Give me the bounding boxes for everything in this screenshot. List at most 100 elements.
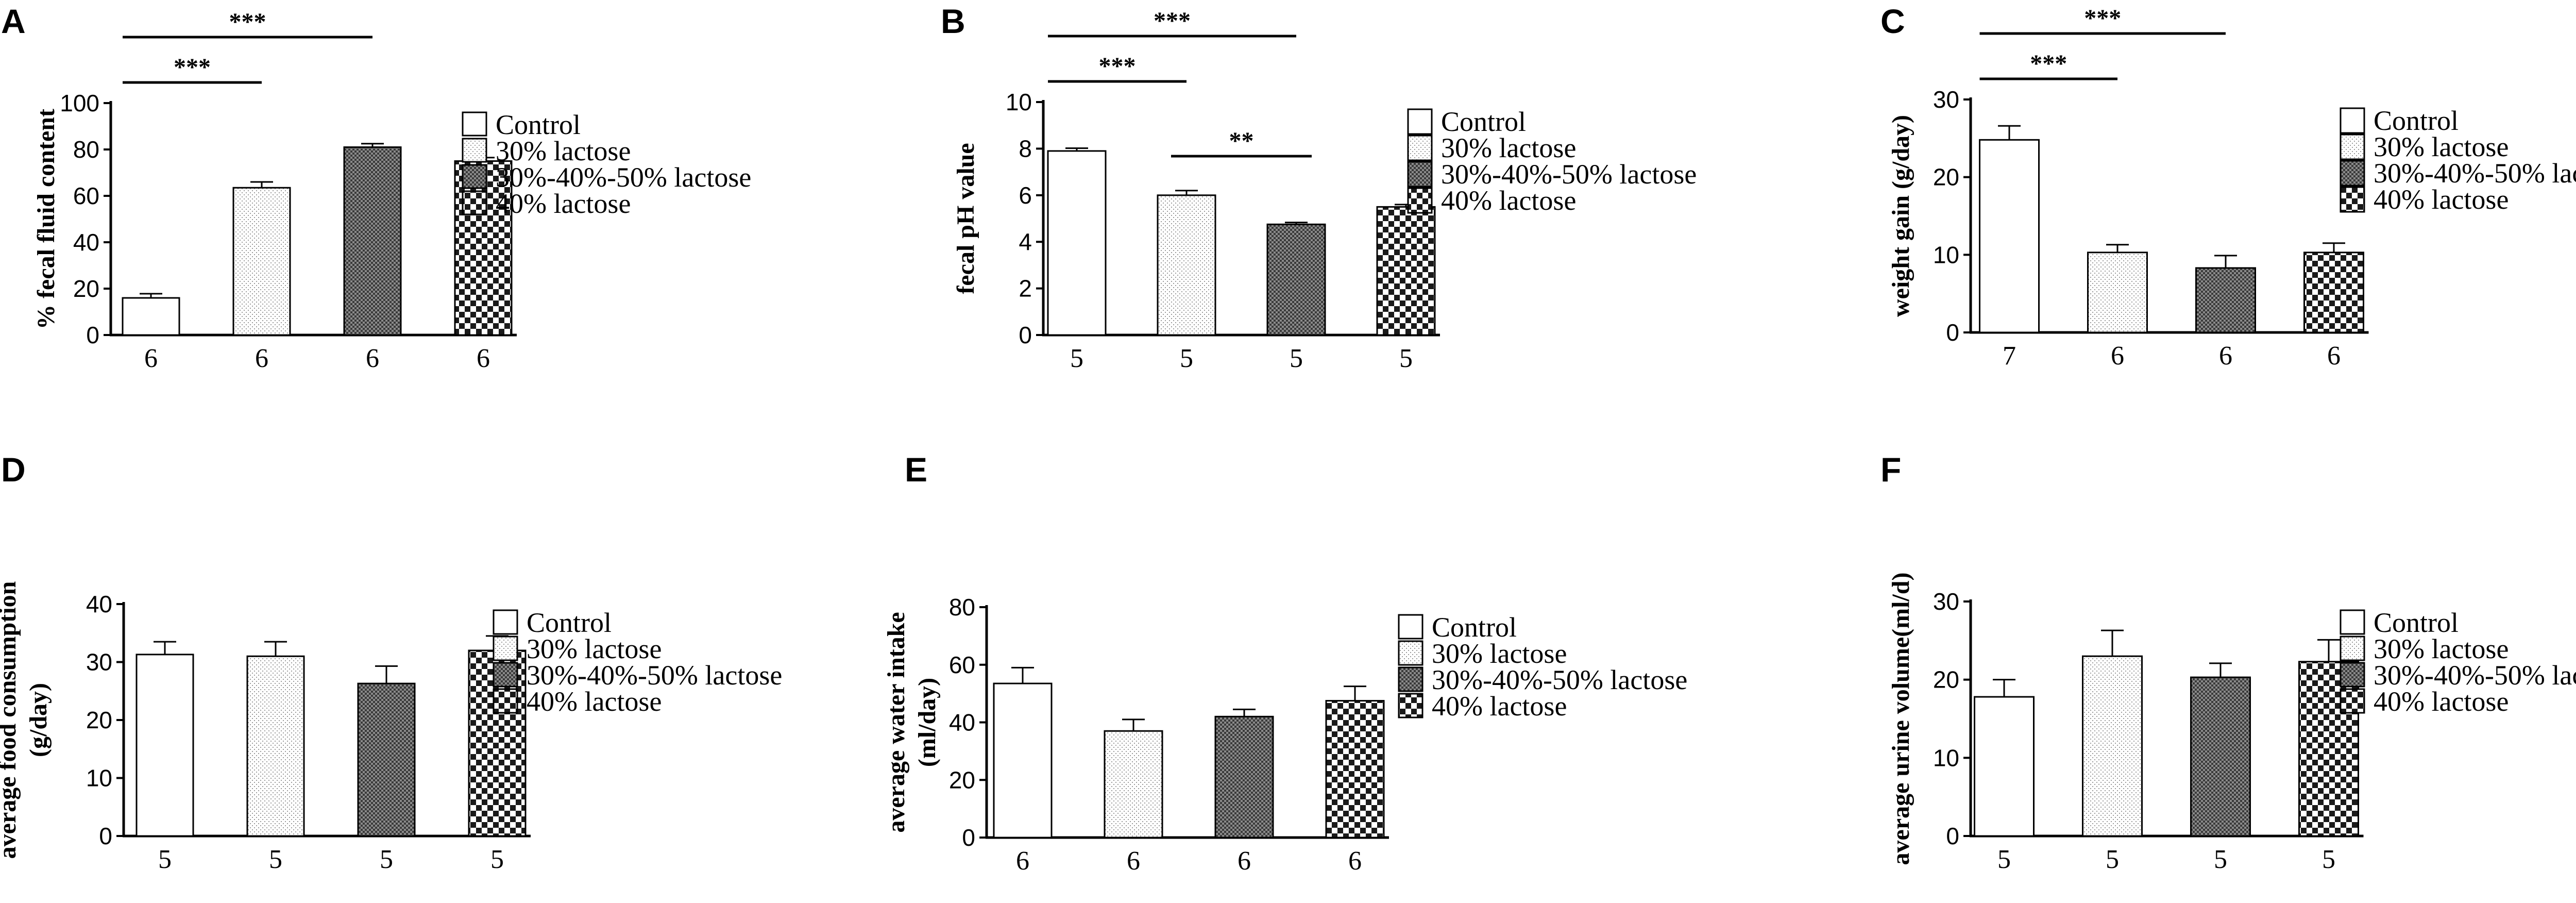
y-axis-label: % fecal fluid content: [32, 109, 60, 329]
sample-size-label: 6: [366, 344, 379, 373]
legend-label: 30%-40%-50% lactose: [527, 660, 782, 691]
y-tick-label: 8: [1019, 135, 1032, 162]
legend-swatch: [493, 688, 518, 714]
significance-label: ***: [174, 54, 211, 81]
y-tick-label: 10: [1933, 744, 1959, 771]
sample-size-label: 5: [1290, 344, 1303, 373]
bar-1: [1974, 696, 2035, 837]
sample-size-label: 6: [1127, 846, 1140, 876]
sample-size-label: 6: [1348, 846, 1362, 876]
panel-letter: C: [1880, 2, 1905, 40]
legend-swatch: [2340, 688, 2365, 714]
y-tick-label: 80: [949, 594, 975, 621]
legend-swatch: [2340, 160, 2365, 187]
y-tick-label: 0: [1019, 322, 1032, 348]
bar-3: [343, 146, 402, 336]
y-tick-label: 6: [1019, 182, 1032, 209]
legend-label: 40% lactose: [2374, 184, 2509, 215]
y-tick-label: 20: [1933, 666, 1959, 693]
legend-swatch: [1407, 161, 1433, 188]
y-tick-label: 0: [86, 322, 99, 348]
y-tick-label: 30: [1933, 86, 1959, 113]
y-tick-label: 60: [949, 651, 975, 678]
significance-label: ***: [2030, 50, 2067, 77]
bar-2: [2082, 655, 2143, 837]
legend-label: 30% lactose: [496, 136, 631, 166]
panel-letter: D: [1, 450, 26, 489]
legend-label: 30%-40%-50% lactose: [2374, 158, 2576, 189]
bar-1: [135, 654, 194, 837]
sample-size-label: 6: [2327, 341, 2341, 371]
sample-size-label: 5: [2106, 845, 2119, 874]
y-tick-label: 20: [949, 766, 975, 793]
bar-2: [1104, 730, 1163, 839]
bar-3: [2190, 676, 2251, 837]
y-axis-label: average food consumption: [0, 581, 21, 859]
legend-label: Control: [2374, 607, 2459, 638]
legend-swatch: [462, 190, 487, 215]
bar-4: [2298, 661, 2359, 837]
sample-size-label: 5: [158, 845, 172, 874]
significance-label: ***: [1099, 53, 1136, 80]
y-axis-label: (ml/day): [913, 678, 941, 767]
legend-swatch: [1398, 640, 1423, 666]
legend-label: 30% lactose: [1441, 132, 1576, 163]
y-tick-label: 0: [99, 823, 112, 849]
y-tick-label: 80: [73, 136, 99, 163]
bar-4: [2303, 252, 2364, 333]
sample-size-label: 6: [477, 344, 490, 373]
panel-letter: B: [941, 2, 965, 40]
legend-label: Control: [496, 109, 581, 140]
legend-swatch: [1398, 614, 1423, 640]
sample-size-label: 6: [2111, 341, 2124, 371]
y-tick-label: 30: [86, 649, 112, 676]
bar-4: [454, 160, 513, 336]
bar-2: [246, 655, 305, 837]
bar-4: [1376, 206, 1436, 336]
legend-swatch: [493, 636, 518, 661]
bar-3: [1266, 223, 1326, 336]
y-tick-label: 20: [86, 707, 112, 733]
legend-label: Control: [2374, 105, 2459, 136]
panel-e: E average water intake (ml/day) 0 20 40 60 80 6…: [883, 450, 1687, 876]
legend-label: 30%-40%-50% lactose: [2374, 660, 2576, 691]
sample-size-label: 6: [144, 344, 158, 373]
legend-swatch: [2340, 133, 2365, 160]
legend-label: 30%-40%-50% lactose: [1441, 159, 1697, 190]
legend-label: Control: [527, 607, 612, 638]
bar-3: [2195, 267, 2256, 333]
sample-size-label: 5: [1180, 344, 1193, 373]
legend-label: 30% lactose: [1432, 638, 1567, 669]
y-axis-label: (g/day): [25, 683, 52, 757]
sample-size-label: 5: [1070, 344, 1083, 373]
legend-label: 40% lactose: [1441, 185, 1576, 216]
sample-size-label: 5: [1399, 344, 1413, 373]
legend-label: 40% lactose: [2374, 686, 2509, 717]
legend-swatch: [1398, 666, 1423, 692]
sample-size-label: 5: [2322, 845, 2335, 874]
legend-label: 30%-40%-50% lactose: [496, 162, 751, 193]
legend-label: 30% lactose: [527, 633, 662, 664]
sample-size-label: 5: [2214, 845, 2227, 874]
legend-swatch: [493, 662, 518, 688]
sample-size-label: 5: [380, 845, 393, 874]
bar-3: [357, 682, 416, 837]
legend-label: 30%-40%-50% lactose: [1432, 664, 1687, 695]
bar-2: [232, 187, 291, 336]
bar-1: [1979, 139, 2040, 333]
legend-swatch: [493, 609, 518, 635]
panel-letter: E: [905, 450, 927, 489]
legend-label: 40% lactose: [1432, 691, 1567, 722]
legend-swatch: [462, 138, 487, 163]
y-tick-label: 10: [86, 765, 112, 792]
y-axis-label: weight gain (g/day): [1887, 115, 1914, 317]
panel-f: F average urine volume(ml/d) 0 10 20 30 5 5 5 5 C…: [1880, 450, 2576, 874]
legend-swatch: [2340, 107, 2365, 134]
legend-swatch: [2340, 662, 2365, 688]
significance-label: ***: [2084, 5, 2121, 32]
y-axis-label: average water intake: [883, 612, 910, 832]
bar-4: [1325, 700, 1385, 839]
y-axis-label: average urine volume(ml/d): [1887, 573, 1914, 865]
significance-label: **: [1229, 127, 1254, 155]
